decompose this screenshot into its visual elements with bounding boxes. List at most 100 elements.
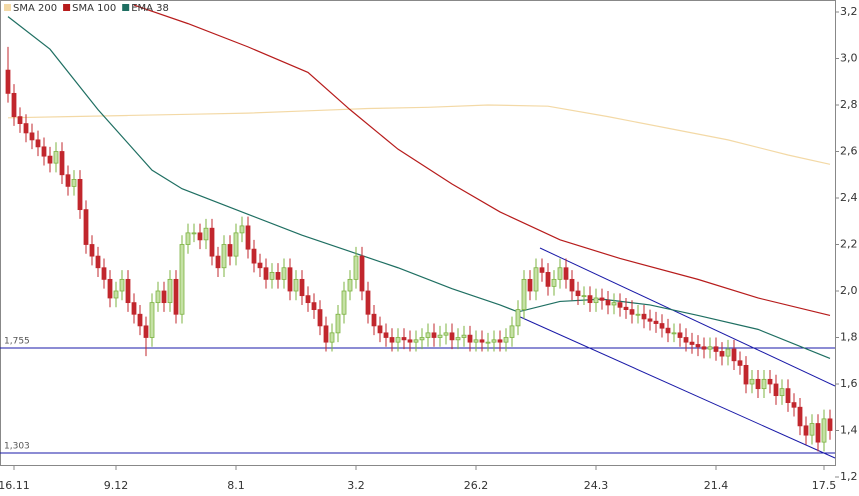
candle-body [821,418,827,443]
x-tick-label: 26.2 [464,479,489,492]
candle-body [503,337,509,343]
ma-line [133,4,831,316]
candle-body [89,244,95,257]
candle-body [251,248,257,264]
candle-body [185,232,191,245]
candle-body [257,262,263,269]
candle-body [305,295,311,304]
candle-body [791,402,797,408]
candle-body [347,278,353,292]
candle-body [107,278,113,299]
candle-body [497,339,503,343]
candle-body [371,313,377,327]
candle-body [623,306,629,310]
candle-body [335,313,341,334]
candle-body [125,278,131,304]
candle-body [767,378,773,385]
candle-body [461,334,467,338]
candle-body [677,332,683,338]
candle-body [215,255,221,269]
candle-body [341,290,347,315]
candle-body [353,255,359,280]
candle-body [587,295,593,304]
candle-body [245,225,251,250]
candle-body [653,320,659,324]
candle-body [227,244,233,257]
candle-body [401,337,407,341]
candle-body [755,378,761,390]
candle-body [431,332,437,338]
candle-body [419,337,425,341]
candle-body [701,346,707,350]
ma-line [7,104,831,165]
candle-body [443,332,449,336]
candle-body [605,299,611,306]
candle-body [35,139,41,148]
x-tick-label: 16.11 [0,479,30,492]
candle-body [575,290,581,297]
candle-body [539,267,545,273]
candle-body [203,227,209,241]
y-tick-label: 1,6 [840,377,858,390]
plot: 1,755 1,303 [0,4,835,454]
candle-body [221,244,227,269]
candle-body [803,425,809,436]
y-tick-label: 3,2 [840,5,858,18]
x-tick-label: 9.12 [104,479,129,492]
y-tick-label: 1,8 [840,331,858,344]
candle-body [617,302,623,308]
candle-body [545,271,551,287]
legend-swatch [4,4,11,11]
legend-label: SMA 200 [13,3,57,14]
candle-body [437,334,443,338]
candle-body [407,339,413,343]
candle-body [389,337,395,343]
candle-body [521,278,527,311]
candle-body [491,339,497,343]
candle-body [785,388,791,403]
y-tick-label: 2,8 [840,98,858,111]
candle-body [557,267,563,280]
x-tick-label: 21.4 [704,479,729,492]
candle-body [137,313,143,327]
candle-body [47,155,53,164]
candle-body [365,290,371,315]
candle-body [29,132,35,141]
candle-body [101,267,107,280]
candle-body [293,278,299,292]
legend-swatch [63,4,71,11]
candle-body [191,232,197,235]
trend-lower [517,315,836,459]
plot-frame [0,0,836,466]
candle-body [641,313,647,320]
candle-body [635,313,641,316]
candle-body [71,178,77,187]
candle-body [479,339,485,343]
candle-body [383,332,389,338]
candle-body [515,309,521,327]
ma-line [7,16,831,359]
candle-body [155,290,161,304]
candle-body [53,151,59,164]
candle-body [713,346,719,352]
candle-body [131,302,137,315]
candle-body [173,278,179,315]
candle-body [815,423,821,443]
candle-body [5,69,11,94]
candle-body [581,295,587,298]
candle-body [683,337,689,343]
candle-body [359,255,365,292]
level-label: 1,303 [4,442,30,452]
legend-label: EMA 38 [131,3,169,14]
legend-label: SMA 100 [72,3,116,14]
candle-body [77,178,83,211]
candle-body [533,267,539,292]
candle-body [551,278,557,287]
candle-body [113,290,119,299]
candle-body [17,116,23,124]
candle-body [797,406,803,427]
candle-body [647,318,653,322]
candle-body [323,325,329,343]
candle-body [737,360,743,366]
